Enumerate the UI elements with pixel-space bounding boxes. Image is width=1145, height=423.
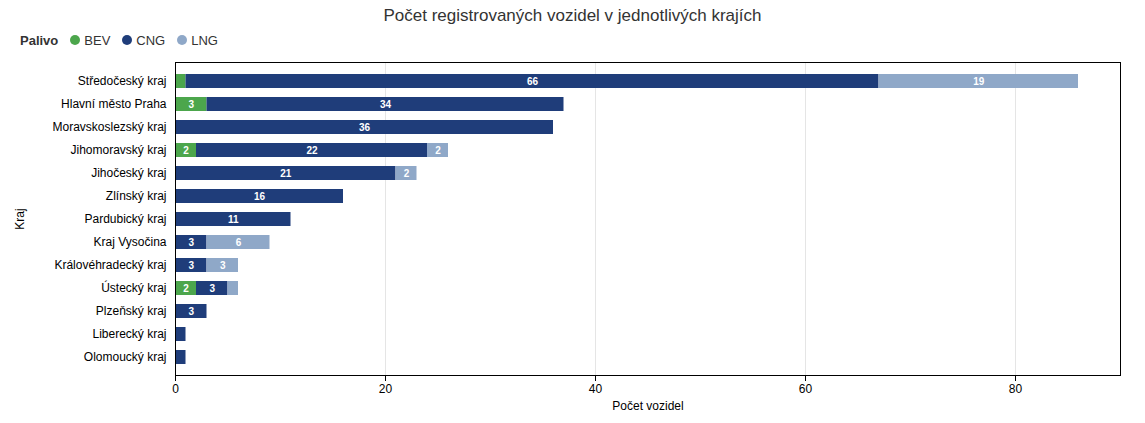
svg-text:2: 2 bbox=[435, 145, 441, 156]
svg-text:3: 3 bbox=[188, 260, 194, 271]
html-text:Počet registrovaných vozidel v: Počet registrovaných vozidel v jednotliv… bbox=[383, 6, 762, 25]
svg-text:3: 3 bbox=[188, 306, 194, 317]
html-text:LNG: LNG bbox=[191, 32, 218, 48]
svg-text:2: 2 bbox=[183, 145, 189, 156]
svg-text:Ústecký kraj: Ústecký kraj bbox=[101, 280, 166, 295]
svg-text:Olomoucký kraj: Olomoucký kraj bbox=[84, 350, 167, 364]
html-text:CNG: CNG bbox=[136, 32, 166, 48]
svg-text:Středočeský kraj: Středočeský kraj bbox=[78, 74, 167, 88]
svg-text:34: 34 bbox=[380, 99, 392, 110]
svg-text:6: 6 bbox=[236, 237, 242, 248]
html-text:BEV: BEV bbox=[84, 32, 111, 48]
svg-text:Moravskoslezský kraj: Moravskoslezský kraj bbox=[52, 120, 166, 134]
svg-text:22: 22 bbox=[306, 145, 318, 156]
svg-text:20: 20 bbox=[379, 382, 393, 396]
svg-text:80: 80 bbox=[1009, 382, 1023, 396]
svg-text:16: 16 bbox=[254, 191, 266, 202]
html-text:Palivo: Palivo bbox=[20, 32, 59, 48]
svg-text:3: 3 bbox=[188, 237, 194, 248]
svg-text:Pardubický kraj: Pardubický kraj bbox=[84, 212, 166, 226]
svg-text:3: 3 bbox=[209, 283, 215, 294]
svg-text:Kraj Vysočina: Kraj Vysočina bbox=[94, 235, 167, 249]
svg-text:36: 36 bbox=[359, 122, 371, 133]
svg-text:Jihočeský kraj: Jihočeský kraj bbox=[91, 166, 166, 180]
svg-text:Jihomoravský kraj: Jihomoravský kraj bbox=[70, 143, 166, 157]
svg-text:Hlavní město Praha: Hlavní město Praha bbox=[61, 97, 167, 111]
svg-text:Kraj: Kraj bbox=[13, 208, 27, 229]
svg-text:3: 3 bbox=[220, 260, 226, 271]
svg-text:40: 40 bbox=[589, 382, 603, 396]
svg-text:Počet vozidel: Počet vozidel bbox=[612, 399, 683, 413]
svg-text:0: 0 bbox=[172, 382, 179, 396]
svg-text:2: 2 bbox=[183, 283, 189, 294]
svg-text:19: 19 bbox=[973, 76, 985, 87]
svg-text:3: 3 bbox=[188, 99, 194, 110]
svg-text:Plzeňský kraj: Plzeňský kraj bbox=[96, 304, 167, 318]
svg-text:Královéhradecký kraj: Královéhradecký kraj bbox=[54, 258, 166, 272]
svg-text:11: 11 bbox=[228, 214, 239, 225]
svg-text:21: 21 bbox=[280, 168, 292, 179]
svg-text:66: 66 bbox=[527, 76, 539, 87]
svg-text:Zlínský kraj: Zlínský kraj bbox=[106, 189, 167, 203]
svg-text:60: 60 bbox=[799, 382, 813, 396]
svg-text:2: 2 bbox=[404, 168, 410, 179]
svg-text:Liberecký kraj: Liberecký kraj bbox=[92, 327, 166, 341]
